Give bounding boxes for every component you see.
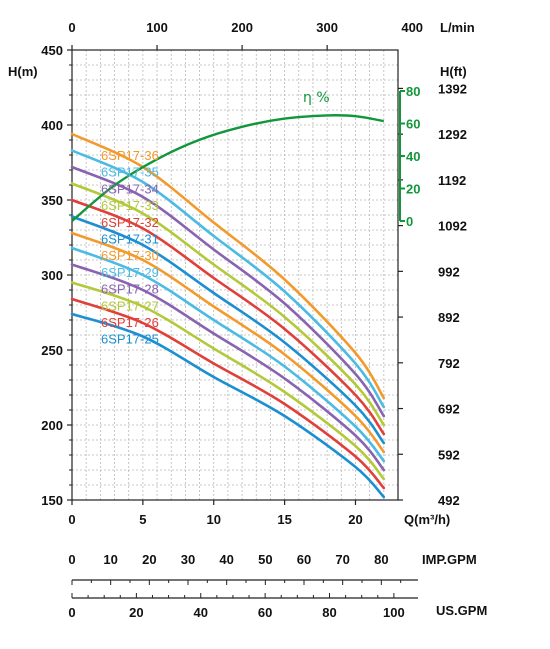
imp-gpm-tick-label: 50 bbox=[258, 552, 272, 567]
y-tick-label: 450 bbox=[41, 43, 63, 58]
us-gpm-tick-label: 40 bbox=[194, 605, 208, 620]
imp-gpm-tick-label: 80 bbox=[374, 552, 388, 567]
top-tick-label: 300 bbox=[316, 20, 338, 35]
head-curves bbox=[70, 132, 386, 499]
imp-gpm-unit: IMP.GPM bbox=[422, 552, 477, 567]
imp-gpm-tick-label: 70 bbox=[335, 552, 349, 567]
head-curve-6SP17-33 bbox=[70, 182, 386, 427]
head-curve-6SP17-28 bbox=[70, 263, 386, 472]
tick-labels: 1502002503003504004504925926927928929921… bbox=[41, 20, 467, 620]
series-label-6SP17-31: 6SP17-31 bbox=[101, 232, 159, 247]
imp-gpm-tick-label: 10 bbox=[103, 552, 117, 567]
axes bbox=[67, 45, 418, 599]
us-gpm-tick-label: 100 bbox=[383, 605, 405, 620]
head-curve-6SP17-34 bbox=[70, 165, 386, 418]
y-tick-label: 350 bbox=[41, 193, 63, 208]
ft-tick-label: 992 bbox=[438, 264, 460, 279]
x-tick-label: 15 bbox=[277, 512, 291, 527]
y-tick-label: 150 bbox=[41, 493, 63, 508]
series-label-6SP17-25: 6SP17-25 bbox=[101, 332, 159, 347]
left-axis-unit: H(m) bbox=[8, 64, 38, 79]
ft-tick-label: 1392 bbox=[438, 81, 467, 96]
imp-gpm-tick-label: 0 bbox=[68, 552, 75, 567]
efficiency-tick-label: 40 bbox=[406, 149, 420, 164]
ft-tick-label: 1292 bbox=[438, 127, 467, 142]
top-tick-label: 400 bbox=[401, 20, 423, 35]
series-label-6SP17-27: 6SP17-27 bbox=[101, 298, 159, 313]
head-curve-6SP17-35 bbox=[70, 149, 386, 409]
efficiency-tick-label: 0 bbox=[406, 214, 413, 229]
series-label-6SP17-32: 6SP17-32 bbox=[101, 215, 159, 230]
efficiency-curve-line bbox=[71, 114, 385, 222]
ft-tick-label: 592 bbox=[438, 447, 460, 462]
efficiency-tick-label: 20 bbox=[406, 182, 420, 197]
series-label-6SP17-34: 6SP17-34 bbox=[101, 181, 159, 196]
imp-gpm-tick-label: 60 bbox=[297, 552, 311, 567]
head-curve-6SP17-25 bbox=[70, 312, 386, 499]
us-gpm-tick-label: 20 bbox=[129, 605, 143, 620]
top-tick-label: 100 bbox=[146, 20, 168, 35]
top-axis-unit: L/min bbox=[440, 20, 475, 35]
series-label-6SP17-33: 6SP17-33 bbox=[101, 198, 159, 213]
head-curve-6SP17-26 bbox=[70, 297, 386, 490]
efficiency-curve bbox=[71, 114, 385, 222]
ft-tick-label: 1092 bbox=[438, 219, 467, 234]
x-tick-label: 5 bbox=[139, 512, 146, 527]
top-tick-label: 0 bbox=[68, 20, 75, 35]
us-gpm-tick-label: 80 bbox=[322, 605, 336, 620]
x-tick-label: 0 bbox=[68, 512, 75, 527]
efficiency-tick-label: 80 bbox=[406, 84, 420, 99]
imp-gpm-tick-label: 30 bbox=[181, 552, 195, 567]
y-tick-label: 250 bbox=[41, 343, 63, 358]
head-curve-6SP17-36 bbox=[70, 132, 386, 400]
efficiency-tick-label: 60 bbox=[406, 117, 420, 132]
top-tick-label: 200 bbox=[231, 20, 253, 35]
ft-tick-label: 492 bbox=[438, 493, 460, 508]
head-curve-6SP17-31 bbox=[70, 215, 386, 445]
imp-gpm-tick-label: 40 bbox=[219, 552, 233, 567]
series-label-6SP17-26: 6SP17-26 bbox=[101, 315, 159, 330]
ft-tick-label: 692 bbox=[438, 402, 460, 417]
bottom-axis-unit: Q(m³/h) bbox=[404, 512, 450, 527]
ft-tick-label: 1192 bbox=[438, 173, 466, 188]
head-curve-6SP17-27 bbox=[70, 281, 386, 481]
efficiency-label: η % bbox=[303, 90, 330, 106]
series-label-6SP17-35: 6SP17-35 bbox=[101, 165, 159, 180]
series-label-6SP17-29: 6SP17-29 bbox=[101, 265, 159, 280]
ft-tick-label: 892 bbox=[438, 310, 460, 325]
imp-gpm-tick-label: 20 bbox=[142, 552, 156, 567]
series-label-6SP17-28: 6SP17-28 bbox=[101, 282, 159, 297]
y-tick-label: 400 bbox=[41, 118, 63, 133]
series-label-6SP17-36: 6SP17-36 bbox=[101, 148, 159, 163]
series-label-6SP17-30: 6SP17-30 bbox=[101, 248, 159, 263]
grid bbox=[72, 50, 398, 500]
head-curve-6SP17-30 bbox=[70, 231, 386, 454]
us-gpm-tick-label: 60 bbox=[258, 605, 272, 620]
y-tick-label: 300 bbox=[41, 268, 63, 283]
head-curve-6SP17-29 bbox=[70, 246, 386, 463]
ft-tick-label: 792 bbox=[438, 356, 460, 371]
x-tick-label: 10 bbox=[207, 512, 221, 527]
head-curve-6SP17-32 bbox=[70, 198, 386, 436]
y-tick-label: 200 bbox=[41, 418, 63, 433]
us-gpm-tick-label: 0 bbox=[68, 605, 75, 620]
right-axis-unit: H(ft) bbox=[440, 64, 467, 79]
us-gpm-unit: US.GPM bbox=[436, 603, 487, 618]
x-tick-label: 20 bbox=[348, 512, 362, 527]
